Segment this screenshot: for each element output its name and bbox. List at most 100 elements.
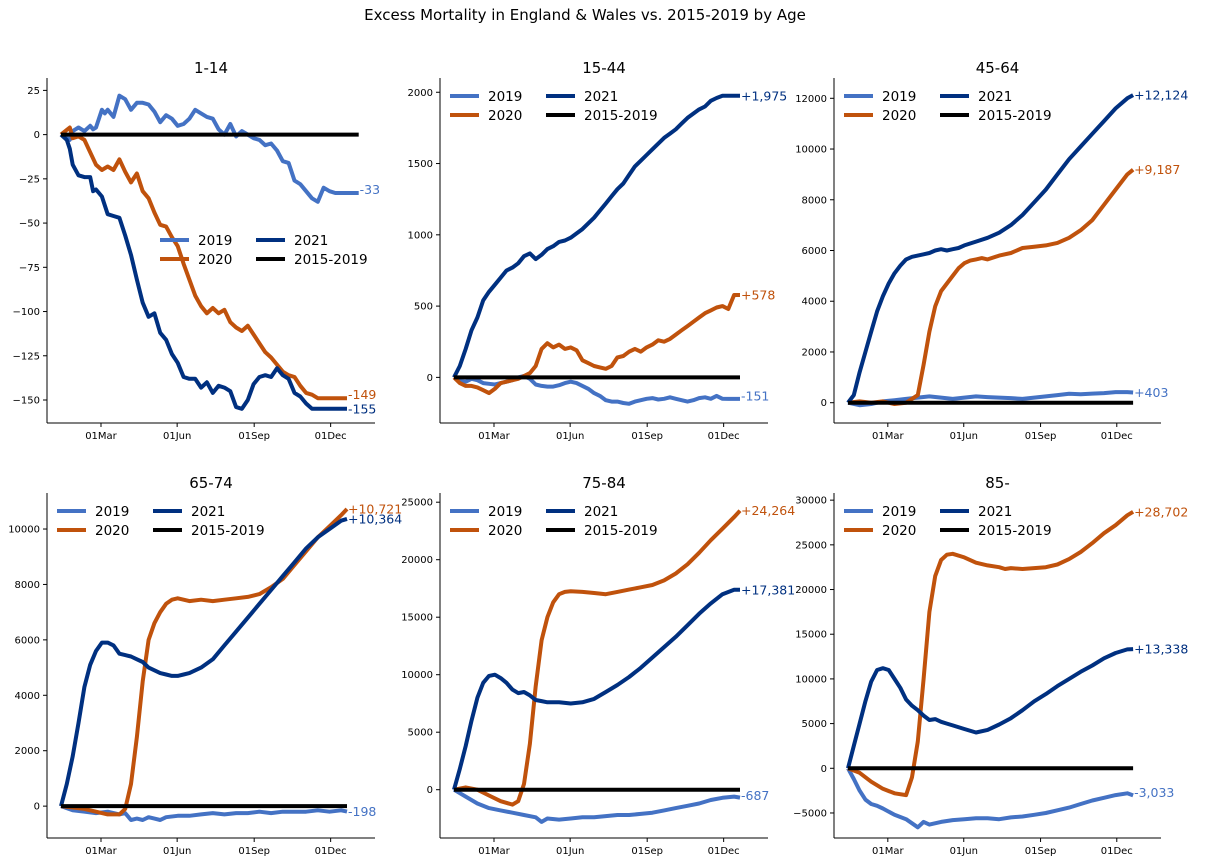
legend: 2019 2020 2021 2015-2019 [450, 504, 658, 539]
y-tick-label: 4000 [15, 691, 40, 702]
legend: 2019 2020 2021 2015-2019 [844, 89, 1052, 124]
series-line-2021 [452, 93, 740, 379]
x-tick-label: 01Mar [478, 431, 510, 442]
y-tick-label: 8000 [15, 580, 40, 591]
legend-label-2015-2019: 2015-2019 [584, 108, 658, 124]
y-tick-label: 500 [414, 302, 433, 313]
y-tick-label: 10000 [795, 674, 827, 685]
legend-label-2019: 2019 [198, 233, 232, 249]
x-tick-label: 01Dec [708, 846, 740, 857]
y-tick-label: 10000 [795, 145, 827, 156]
y-tick-label: 20000 [401, 555, 433, 566]
y-tick-label: 25000 [401, 498, 433, 509]
y-tick-label: 0 [34, 130, 40, 141]
legend-label-2019: 2019 [95, 504, 129, 520]
end-label-2021: +12,124 [1134, 88, 1188, 103]
y-tick-label: −125 [13, 351, 40, 362]
series-line-2021 [846, 647, 1134, 769]
y-tick-label: 5000 [802, 719, 827, 730]
series-line-2020 [847, 168, 1135, 406]
y-tick-label: −150 [13, 396, 40, 407]
end-label-2020: +10,721 [348, 502, 402, 517]
end-label-2020: +9,187 [1134, 162, 1180, 177]
y-tick-label: 25 [27, 86, 40, 97]
end-label-2019: -33 [360, 182, 380, 197]
y-tick-label: −50 [19, 219, 40, 230]
x-tick-label: 01Mar [872, 431, 904, 442]
end-label-2019: -198 [348, 804, 376, 819]
x-tick-label: 01Jun [163, 846, 191, 857]
y-tick-label: 0 [427, 785, 433, 796]
y-tick-label: −75 [19, 263, 40, 274]
panel-75-84: 75-84 0 5000 10000 15000 20000 25000 01Mar 01Jun… [401, 474, 795, 857]
legend-label-2020: 2020 [488, 523, 522, 539]
y-tick-label: 12000 [795, 94, 827, 105]
y-tick-label: −100 [13, 307, 40, 318]
end-label-2021: +13,338 [1134, 642, 1188, 657]
series-line-2020 [60, 507, 349, 817]
end-label-2021: +1,975 [741, 88, 787, 103]
legend-label-2019: 2019 [488, 504, 522, 520]
panel-title: 85- [985, 474, 1010, 492]
end-label-2019: -151 [741, 388, 769, 403]
end-label-2019: -3,033 [1134, 785, 1174, 800]
series-line-2020 [59, 125, 347, 401]
y-tick-label: 6000 [15, 635, 40, 646]
end-label-2019: +403 [1134, 385, 1168, 400]
end-label-2020: -149 [348, 387, 376, 402]
panel-title: 45-64 [976, 59, 1020, 77]
y-tick-label: 10000 [8, 525, 40, 536]
end-label-2020: +24,264 [741, 503, 795, 518]
y-tick-label: −25 [19, 174, 40, 185]
x-tick-label: 01Dec [708, 431, 740, 442]
panel-45-64: 45-64 0 2000 4000 6000 8000 10000 12000 01Mar 01J… [795, 59, 1188, 442]
series-line-2020 [453, 509, 742, 807]
x-tick-label: 01Sep [631, 846, 663, 857]
series-line-2019 [452, 374, 740, 406]
end-label-2021: +10,364 [348, 511, 402, 526]
legend-label-2019: 2019 [882, 504, 916, 520]
x-tick-label: 01Sep [1025, 846, 1057, 857]
series-line-2020 [847, 510, 1135, 798]
legend: 2019 2020 2021 2015-2019 [57, 504, 265, 539]
y-tick-label: 5000 [408, 728, 433, 739]
series-line-2021 [452, 587, 740, 791]
end-label-2021: -155 [348, 401, 376, 416]
legend: 2019 2020 2021 2015-2019 [844, 504, 1052, 539]
legend-label-2021: 2021 [191, 504, 225, 520]
x-tick-label: 01Sep [631, 431, 663, 442]
panel-title: 15-44 [582, 59, 626, 77]
y-tick-label: 0 [821, 398, 827, 409]
end-label-2019: -687 [741, 788, 769, 803]
y-tick-label: 25000 [795, 540, 827, 551]
panel-title: 1-14 [194, 59, 228, 77]
series-line-2021 [59, 133, 347, 411]
y-tick-label: 1500 [408, 159, 433, 170]
panel-85-: 85- −5000 0 5000 10000 15000 20000 25000 30000 01… [793, 474, 1188, 857]
legend-label-2021: 2021 [584, 89, 618, 105]
series-line-2019 [452, 787, 741, 824]
legend-label-2020: 2020 [488, 108, 522, 124]
x-tick-label: 01Mar [85, 431, 117, 442]
y-tick-label: −5000 [793, 808, 827, 819]
x-tick-label: 01Sep [1025, 431, 1057, 442]
x-tick-label: 01Dec [315, 846, 347, 857]
panel-title: 65-74 [189, 474, 233, 492]
y-tick-label: 2000 [408, 88, 433, 99]
x-tick-label: 01Jun [163, 431, 191, 442]
x-tick-label: 01Jun [556, 431, 584, 442]
panel-65-74: 65-74 0 2000 4000 6000 8000 10000 01Mar 01Jun 01S… [8, 474, 402, 857]
end-label-2021: +17,381 [741, 582, 795, 597]
legend-label-2015-2019: 2015-2019 [294, 252, 368, 268]
end-label-2020: +578 [741, 287, 775, 302]
legend-label-2015-2019: 2015-2019 [584, 523, 658, 539]
y-tick-label: 1000 [408, 230, 433, 241]
x-tick-label: 01Mar [478, 846, 510, 857]
panel-title: 75-84 [582, 474, 626, 492]
legend-label-2020: 2020 [882, 523, 916, 539]
series-line-2021 [59, 516, 348, 807]
legend-label-2019: 2019 [882, 89, 916, 105]
panel-15-44: 15-44 0 500 1000 1500 2000 01Mar 01Jun 01Sep 01De… [408, 59, 788, 442]
x-tick-label: 01Jun [556, 846, 584, 857]
legend: 2019 2020 2021 2015-2019 [450, 89, 658, 124]
